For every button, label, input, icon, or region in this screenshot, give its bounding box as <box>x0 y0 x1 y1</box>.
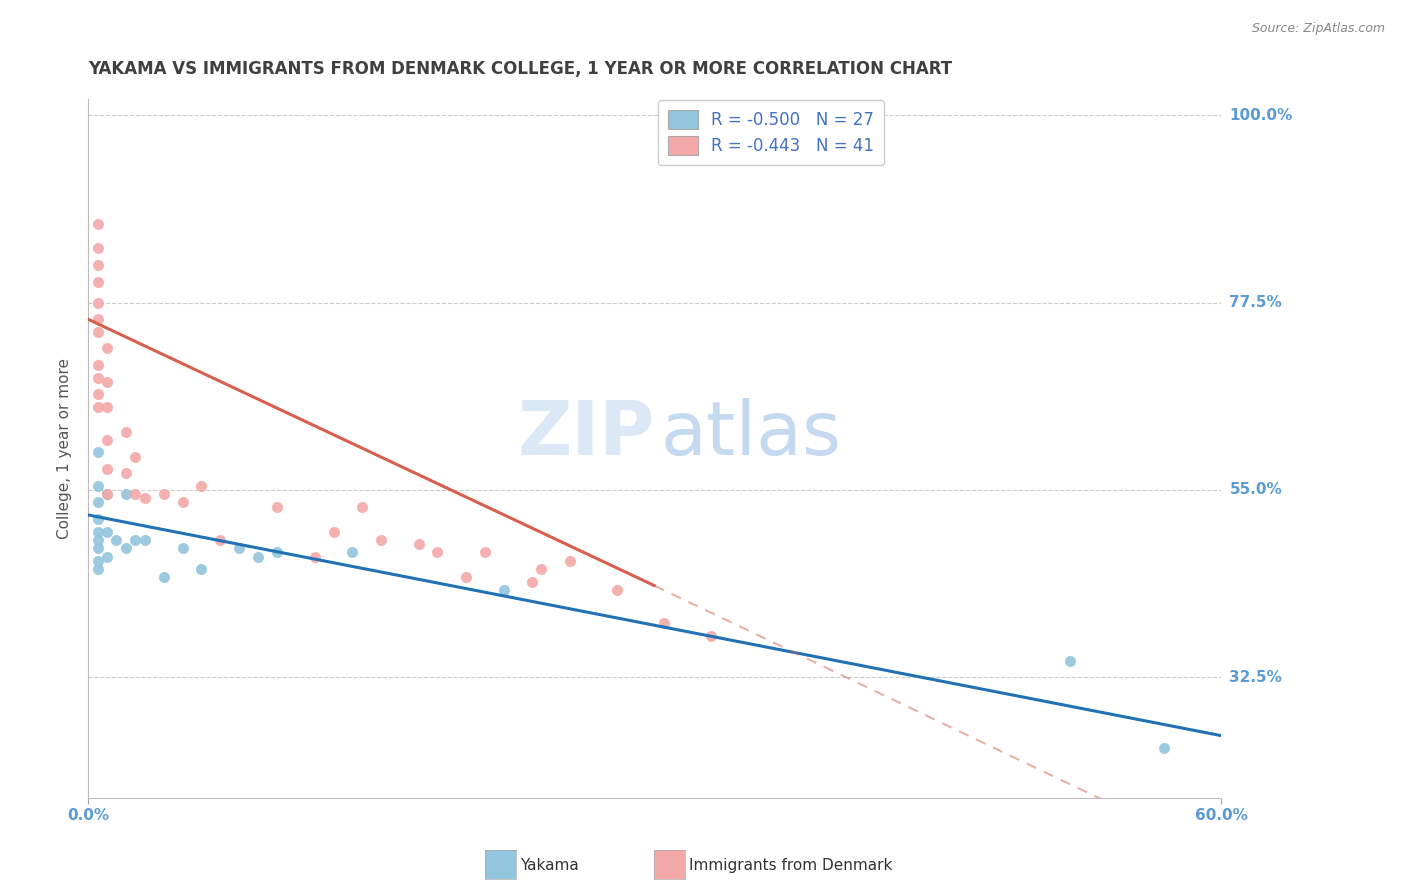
Text: 32.5%: 32.5% <box>1229 670 1282 685</box>
Text: Source: ZipAtlas.com: Source: ZipAtlas.com <box>1251 22 1385 36</box>
Point <box>304 549 326 564</box>
Point <box>86 370 108 384</box>
Point <box>190 562 212 576</box>
Point <box>96 487 118 501</box>
Point <box>115 487 138 501</box>
Point <box>96 342 118 356</box>
Text: atlas: atlas <box>661 398 841 471</box>
Point <box>266 500 288 514</box>
Point <box>86 533 108 547</box>
Point <box>86 541 108 556</box>
Point <box>606 582 628 597</box>
Point <box>124 450 146 464</box>
Point <box>1153 741 1175 756</box>
Point <box>322 524 344 539</box>
Point <box>152 570 174 584</box>
Point <box>96 487 118 501</box>
Point <box>408 537 430 551</box>
Point <box>86 387 108 401</box>
Point <box>86 400 108 414</box>
Point <box>96 549 118 564</box>
Point <box>86 512 108 526</box>
Point <box>86 358 108 372</box>
Point <box>86 479 108 493</box>
Point <box>652 616 675 631</box>
Point <box>105 533 128 547</box>
Point <box>172 495 194 509</box>
Point <box>86 495 108 509</box>
Point <box>134 533 156 547</box>
Point <box>86 275 108 289</box>
Text: YAKAMA VS IMMIGRANTS FROM DENMARK COLLEGE, 1 YEAR OR MORE CORRELATION CHART: YAKAMA VS IMMIGRANTS FROM DENMARK COLLEG… <box>89 60 952 78</box>
Point <box>190 479 212 493</box>
Point <box>124 487 146 501</box>
Point <box>86 258 108 272</box>
Point <box>558 554 581 568</box>
Point <box>350 500 373 514</box>
Text: Immigrants from Denmark: Immigrants from Denmark <box>689 858 893 872</box>
Point <box>152 487 174 501</box>
Point <box>86 242 108 256</box>
Point <box>530 562 553 576</box>
Y-axis label: College, 1 year or more: College, 1 year or more <box>58 358 72 539</box>
Text: ZIP: ZIP <box>517 398 655 471</box>
Point <box>172 541 194 556</box>
Point <box>247 549 270 564</box>
Point <box>86 217 108 231</box>
Point <box>115 467 138 481</box>
Point <box>520 574 543 589</box>
Point <box>426 545 449 559</box>
Point <box>86 524 108 539</box>
Point <box>115 541 138 556</box>
Point <box>124 533 146 547</box>
Text: 77.5%: 77.5% <box>1229 295 1282 310</box>
Point <box>96 375 118 389</box>
Point <box>700 629 723 643</box>
Point <box>134 491 156 506</box>
Point <box>86 325 108 339</box>
Point <box>370 533 392 547</box>
Point <box>96 433 118 447</box>
Point <box>96 524 118 539</box>
Point <box>86 312 108 326</box>
Point <box>115 425 138 439</box>
Text: Yakama: Yakama <box>520 858 579 872</box>
Point <box>228 541 250 556</box>
Point <box>266 545 288 559</box>
Text: 100.0%: 100.0% <box>1229 108 1292 123</box>
Point <box>342 545 364 559</box>
Point <box>86 445 108 459</box>
Point <box>86 295 108 310</box>
Point <box>96 400 118 414</box>
Point <box>96 462 118 476</box>
Point <box>492 582 515 597</box>
Point <box>209 533 232 547</box>
Point <box>454 570 477 584</box>
Point <box>86 554 108 568</box>
Point <box>1059 654 1081 668</box>
Legend: R = -0.500   N = 27, R = -0.443   N = 41: R = -0.500 N = 27, R = -0.443 N = 41 <box>658 100 884 165</box>
Text: 55.0%: 55.0% <box>1229 483 1282 498</box>
Point <box>474 545 496 559</box>
Point <box>86 562 108 576</box>
